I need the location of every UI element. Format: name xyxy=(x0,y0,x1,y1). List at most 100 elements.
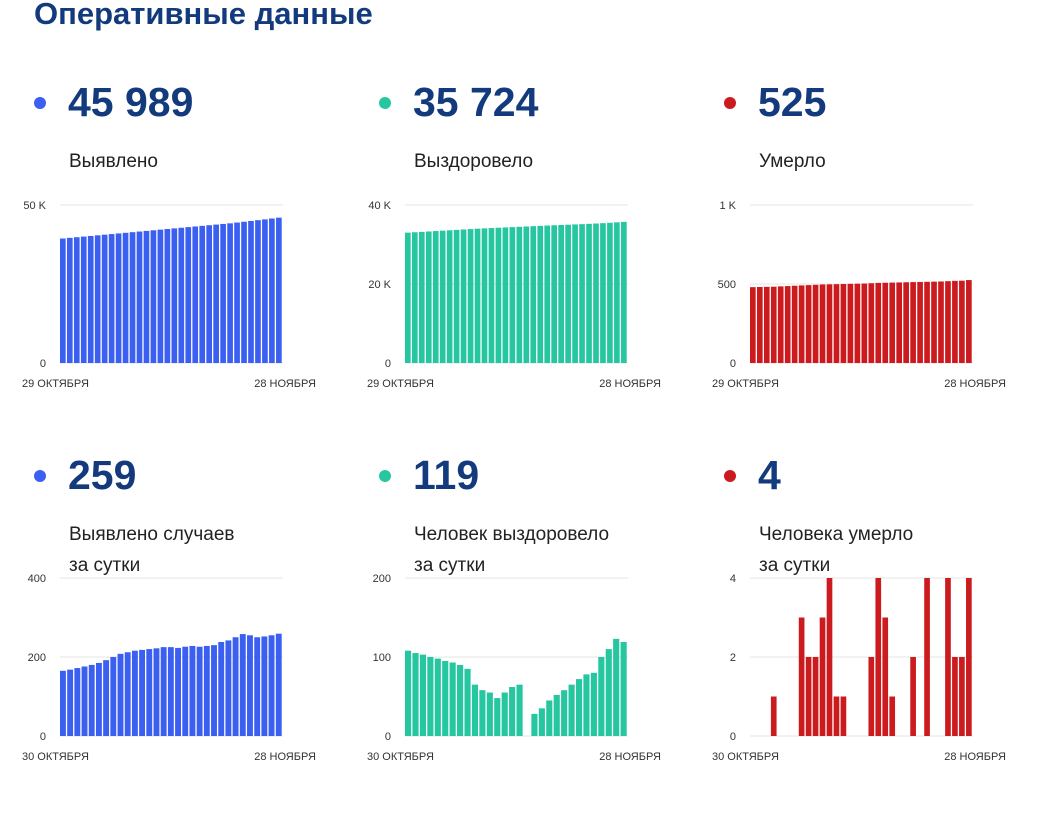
bar xyxy=(122,232,129,363)
series-dot-icon xyxy=(724,97,736,109)
bar xyxy=(583,674,590,736)
bar xyxy=(479,690,486,736)
bar xyxy=(763,286,770,363)
bar xyxy=(276,217,282,363)
bar xyxy=(553,694,560,736)
bar xyxy=(66,237,73,363)
bar xyxy=(481,228,488,363)
bar xyxy=(833,284,840,363)
bar xyxy=(157,229,164,363)
panel-recovered-total: 35 724 Выздоровело 0 20 K 40 K 29 ОКТЯБРЯ 28… xyxy=(345,62,690,447)
bar xyxy=(167,647,174,737)
bar xyxy=(561,690,568,736)
bar xyxy=(449,662,456,736)
bar xyxy=(945,578,951,736)
x-end-label: 28 НОЯБРЯ xyxy=(254,378,316,390)
recovered-total-chart: 0 20 K 40 K 29 ОКТЯБРЯ 28 НОЯБРЯ xyxy=(367,200,661,390)
bar xyxy=(171,228,178,363)
bar xyxy=(117,653,124,736)
bar xyxy=(819,284,826,363)
recovered-total-caption: Выздоровело xyxy=(414,151,534,172)
y-tick-label: 0 xyxy=(730,731,736,743)
bar xyxy=(833,696,840,736)
x-start-label: 30 ОКТЯБРЯ xyxy=(22,751,89,763)
y-tick-label: 400 xyxy=(28,573,46,585)
bar xyxy=(411,232,418,363)
bar xyxy=(551,225,558,363)
bar xyxy=(575,679,583,736)
bar xyxy=(938,281,944,363)
bar xyxy=(143,230,150,363)
bar xyxy=(80,236,87,363)
y-tick-label: 0 xyxy=(385,358,391,370)
bar xyxy=(247,635,253,736)
bar xyxy=(131,650,138,736)
bar xyxy=(412,653,419,736)
bar xyxy=(805,657,812,736)
deaths-total-value: 525 xyxy=(758,79,827,125)
bar xyxy=(471,684,479,736)
x-end-label: 28 НОЯБРЯ xyxy=(599,378,661,390)
bar xyxy=(572,224,578,363)
bar xyxy=(917,281,923,363)
bar xyxy=(457,664,464,736)
bar xyxy=(239,634,246,736)
bar xyxy=(494,698,501,736)
bar xyxy=(164,229,171,363)
bar xyxy=(952,657,958,736)
bar xyxy=(206,225,213,363)
panel-detected-daily: 259 Выявлено случаев за сутки 0 200 400 30 … xyxy=(0,435,345,820)
bar xyxy=(544,225,551,363)
x-start-label: 29 ОКТЯБРЯ xyxy=(367,378,434,390)
bar xyxy=(791,285,798,363)
bar xyxy=(516,684,523,736)
bar xyxy=(73,237,80,363)
bar xyxy=(110,657,117,736)
series-dot-icon xyxy=(379,97,391,109)
bar xyxy=(136,231,143,363)
y-tick-label: 50 K xyxy=(23,200,46,212)
deaths-total-chart: 0 500 1 K 29 ОКТЯБРЯ 28 НОЯБРЯ xyxy=(712,200,1006,390)
bar xyxy=(896,282,903,363)
bar xyxy=(88,664,95,736)
bar xyxy=(840,696,847,736)
bar xyxy=(60,238,66,363)
bar xyxy=(275,633,282,736)
page-title: Оперативные данные xyxy=(34,0,373,31)
bar xyxy=(220,223,226,363)
bar xyxy=(442,660,449,736)
x-start-label: 29 ОКТЯБРЯ xyxy=(22,378,89,390)
bar xyxy=(232,637,239,736)
bar xyxy=(770,696,777,736)
bar xyxy=(108,234,115,363)
bar xyxy=(124,652,131,736)
bar xyxy=(129,232,136,363)
bar xyxy=(175,647,181,736)
bar xyxy=(959,657,965,736)
bar xyxy=(966,280,972,363)
bar xyxy=(903,282,909,363)
panel-detected-total: 45 989 Выявлено 0 50 K 29 ОКТЯБРЯ 28 НОЯБРЯ xyxy=(0,62,345,447)
bar xyxy=(593,223,599,363)
bar xyxy=(218,641,225,736)
bar xyxy=(875,282,882,363)
x-start-label: 30 ОКТЯБРЯ xyxy=(712,751,779,763)
deaths-daily-caption: Человека умерло за сутки xyxy=(759,524,914,576)
bar xyxy=(248,220,254,363)
y-tick-label: 40 K xyxy=(368,200,391,212)
bar xyxy=(196,646,203,736)
bar xyxy=(405,232,411,363)
bar xyxy=(178,227,185,363)
bar xyxy=(501,692,508,736)
bar xyxy=(146,649,153,736)
bar xyxy=(60,670,66,736)
series-dot-icon xyxy=(724,470,736,482)
bar xyxy=(418,231,425,363)
bar xyxy=(889,696,896,736)
bar xyxy=(798,617,805,736)
recovered-daily-chart: 0 100 200 30 ОКТЯБРЯ 28 НОЯБРЯ xyxy=(367,573,661,763)
y-tick-label: 0 xyxy=(730,358,736,370)
bar xyxy=(586,223,592,363)
bar xyxy=(241,221,247,363)
bar xyxy=(826,578,833,736)
